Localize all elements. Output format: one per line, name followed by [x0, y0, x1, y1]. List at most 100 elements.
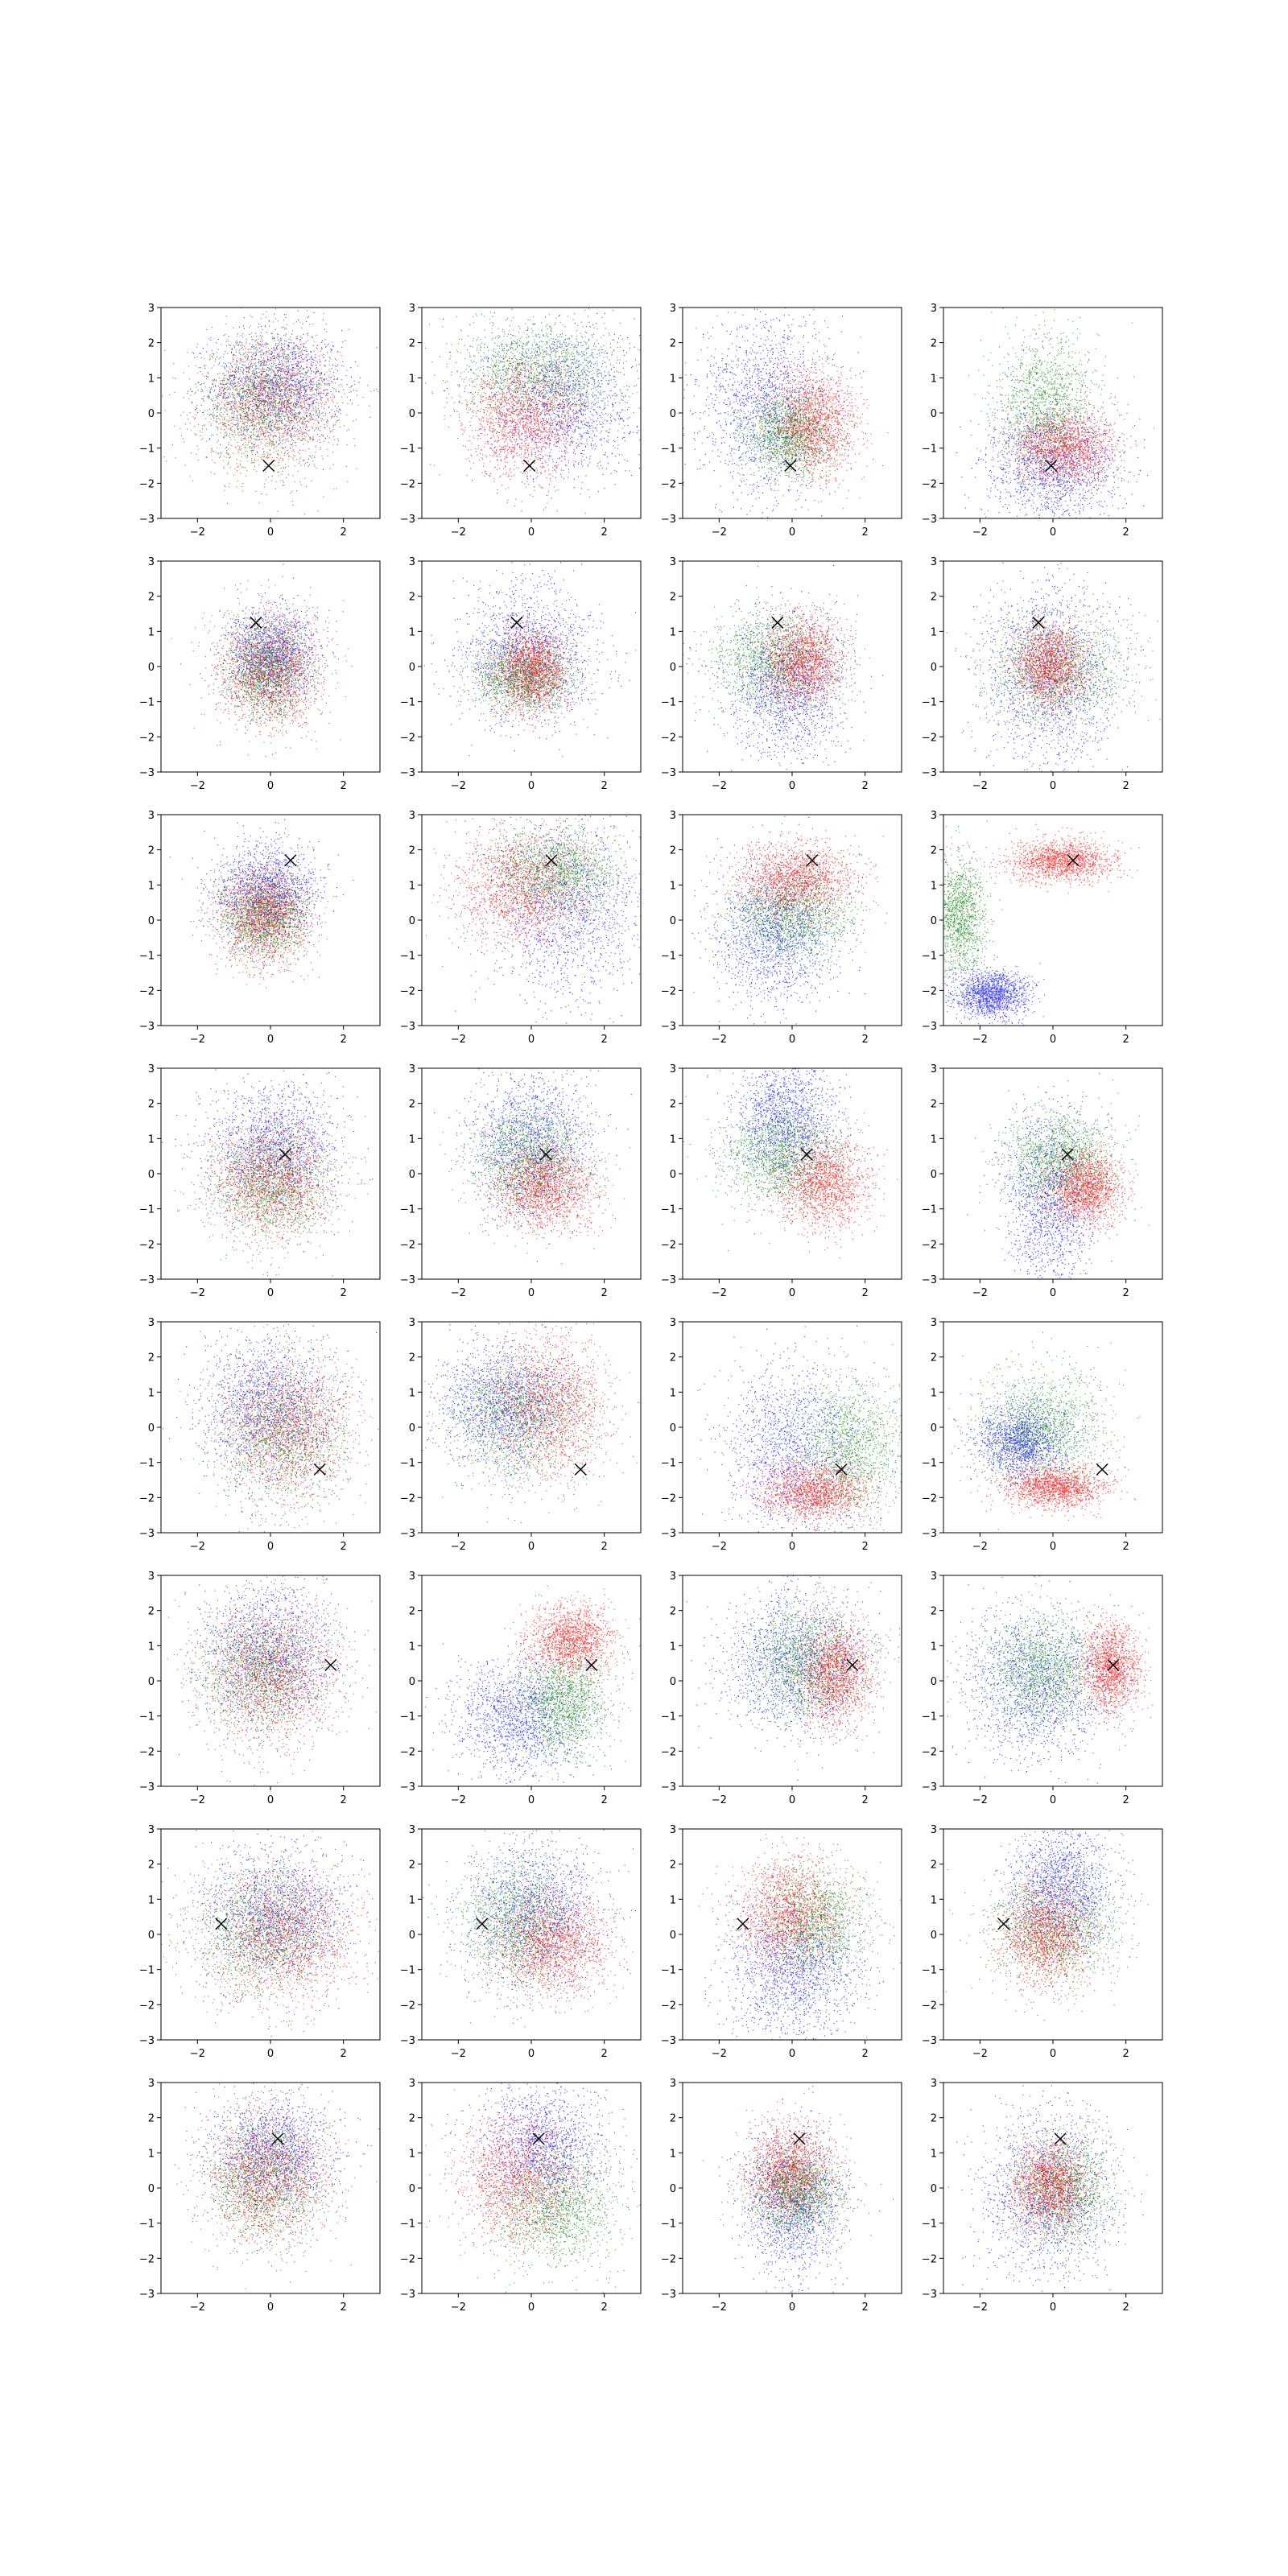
y-tick-label: 2 [931, 1606, 937, 1618]
scatter-points [683, 308, 889, 518]
series-red [1058, 1594, 1154, 1751]
scatter-points [683, 1068, 898, 1259]
y-tick-label: −3 [661, 514, 676, 526]
y-tick-label: 2 [931, 592, 937, 604]
scatter-points [167, 1575, 380, 1785]
scatter-points [163, 1323, 379, 1533]
y-tick-label: −3 [139, 2035, 155, 2047]
series-green [968, 308, 1155, 512]
marker-x [510, 616, 523, 629]
y-tick-label: −3 [139, 2289, 155, 2301]
series-green [161, 1839, 377, 2025]
y-tick-label: 2 [148, 1860, 155, 1872]
y-tick-label: −2 [922, 732, 937, 744]
y-tick-label: 3 [409, 1063, 415, 1075]
series-blue [956, 374, 1149, 518]
series-red [961, 1446, 1136, 1521]
y-tick-label: 1 [148, 373, 155, 385]
axes-frame [682, 1321, 902, 1534]
x-tick-label: −2 [712, 526, 727, 539]
series-green [422, 1327, 638, 1524]
y-tick-label: 3 [409, 1824, 415, 1836]
scatter-points [946, 562, 1161, 772]
y-tick-label: −3 [661, 2035, 676, 2047]
x-tick-label: −2 [972, 780, 988, 792]
y-tick-label: 0 [148, 1169, 155, 1181]
x-tick-label: 2 [862, 1794, 869, 1806]
scatter-points [947, 2085, 1147, 2292]
series-blue [967, 1073, 1136, 1279]
axes-frame [682, 814, 902, 1026]
y-tick-label: 2 [148, 1352, 155, 1364]
x-tick-label: 2 [1123, 2301, 1129, 2314]
y-tick-label: 1 [931, 880, 937, 892]
y-tick-label: 0 [409, 915, 415, 927]
y-tick-label: 0 [931, 1422, 937, 1435]
x-tick-label: −2 [972, 2048, 988, 2060]
series-red [733, 328, 889, 510]
x-tick-label: −2 [451, 1794, 466, 1806]
y-tick-label: −2 [661, 1746, 676, 1758]
x-tick-label: −2 [190, 1794, 205, 1806]
y-tick-label: 1 [931, 1133, 937, 1146]
x-tick-label: −2 [451, 1541, 466, 1553]
series-red [702, 2092, 866, 2246]
marker-x [784, 459, 797, 473]
subplot-5-1: −2 0 2 −3 −2 −1 0 1 2 3 [139, 1317, 381, 1553]
y-tick-label: 1 [148, 626, 155, 638]
y-tick-label: 0 [409, 1422, 415, 1435]
series-red [481, 603, 589, 736]
marker-x [806, 854, 819, 867]
x-tick-label: 2 [341, 1794, 347, 1806]
x-tick-label: −2 [451, 1287, 466, 1299]
x-tick-label: 2 [862, 526, 869, 539]
subplot-5-2: −2 0 2 −3 −2 −1 0 1 2 3 [400, 1317, 642, 1553]
y-tick-label: −3 [139, 1274, 155, 1286]
y-tick-label: −1 [922, 1458, 937, 1470]
x-tick-label: −2 [712, 2048, 727, 2060]
y-tick-label: 2 [670, 1860, 676, 1872]
y-tick-label: 0 [931, 1169, 937, 1181]
y-tick-label: −2 [922, 985, 937, 997]
y-tick-label: 2 [931, 1352, 937, 1364]
y-tick-label: 0 [670, 1930, 676, 1942]
x-tick-label: 0 [528, 526, 535, 539]
marker-x [1032, 616, 1045, 629]
y-tick-label: −2 [400, 1239, 415, 1251]
x-tick-label: 0 [528, 1541, 535, 1553]
subplot-6-1: −2 0 2 −3 −2 −1 0 1 2 3 [139, 1571, 381, 1806]
series-red [425, 2089, 621, 2274]
y-tick-label: 0 [670, 1422, 676, 1435]
subplot-2-2: −2 0 2 −3 −2 −1 0 1 2 3 [400, 556, 642, 792]
y-tick-label: 1 [409, 880, 415, 892]
axes-frame [682, 2082, 902, 2294]
x-tick-label: 2 [601, 526, 608, 539]
axes-frame [421, 2082, 642, 2294]
axes-frame [160, 1828, 381, 2041]
y-tick-label: −3 [400, 2035, 415, 2047]
subplot-7-2: −2 0 2 −3 −2 −1 0 1 2 3 [400, 1824, 642, 2060]
x-tick-label: −2 [190, 1541, 205, 1553]
x-tick-label: −2 [972, 526, 988, 539]
x-tick-label: 2 [601, 1541, 608, 1553]
marker-x [574, 1463, 587, 1476]
y-tick-label: 1 [931, 1641, 937, 1653]
marker-x [771, 616, 784, 629]
y-tick-label: 1 [670, 880, 676, 892]
series-green [683, 587, 870, 745]
y-tick-label: 2 [931, 1099, 937, 1111]
series-green [733, 2116, 882, 2260]
y-tick-label: 1 [148, 1133, 155, 1146]
y-tick-label: 0 [148, 408, 155, 420]
series-red [742, 591, 857, 729]
y-tick-label: −3 [922, 2035, 937, 2047]
x-tick-label: 0 [528, 1034, 535, 1046]
x-tick-label: −2 [190, 1034, 205, 1046]
subplot-2-3: −2 0 2 −3 −2 −1 0 1 2 3 [661, 556, 902, 792]
x-tick-label: 2 [601, 2301, 608, 2314]
scatter-points [162, 1069, 374, 1277]
marker-x [1067, 854, 1080, 867]
axes-frame [943, 1321, 1163, 1534]
y-tick-label: −3 [922, 2289, 937, 2301]
subplot-8-2: −2 0 2 −3 −2 −1 0 1 2 3 [400, 2078, 642, 2314]
